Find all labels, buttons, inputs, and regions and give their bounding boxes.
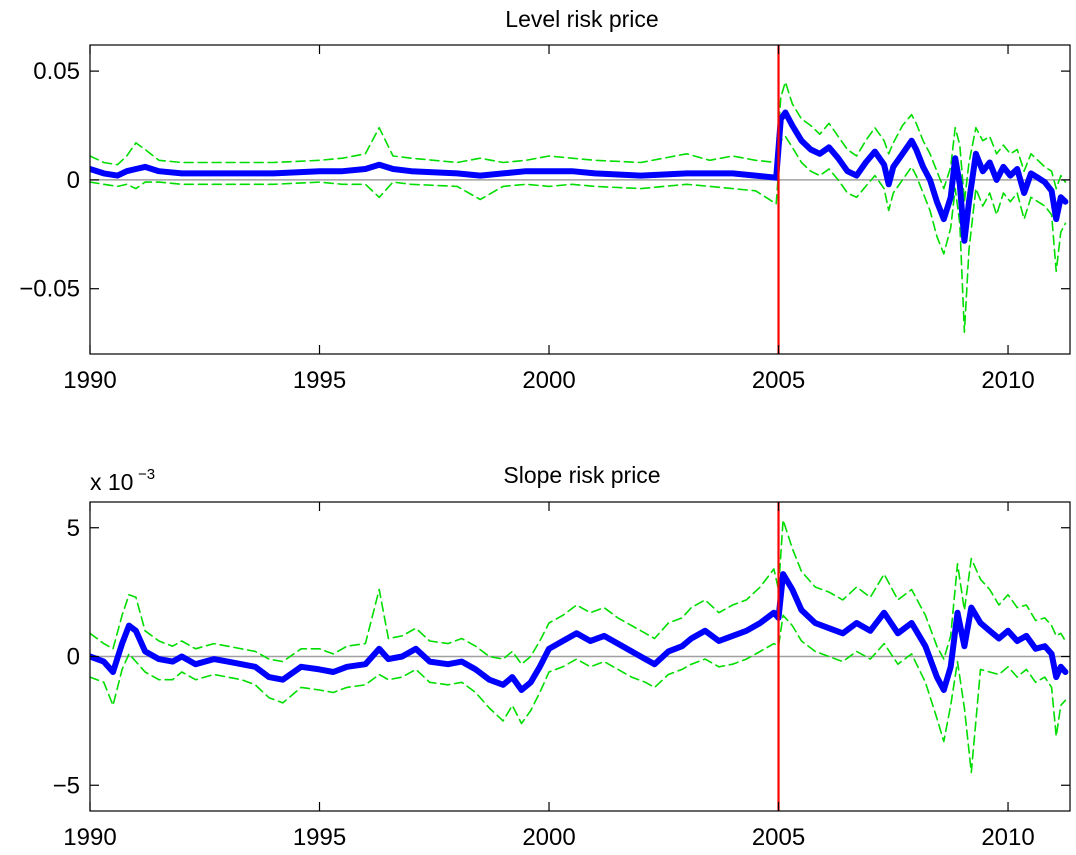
lower-band-line bbox=[90, 135, 1067, 333]
y-scale-exponent: −3 bbox=[138, 466, 155, 483]
y-tick-label: −0.05 bbox=[19, 276, 80, 303]
y-tick-label: 0.05 bbox=[33, 58, 80, 85]
upper-band-line bbox=[90, 519, 1067, 665]
x-tick-label: 1995 bbox=[293, 367, 346, 394]
series-group bbox=[90, 519, 1069, 774]
y-scale-base: x 10 bbox=[90, 469, 133, 495]
x-tick-label: 2005 bbox=[752, 824, 805, 851]
estimate-line bbox=[90, 571, 1069, 693]
y-tick-label: 0 bbox=[67, 167, 80, 194]
upper-band-line bbox=[90, 81, 1067, 203]
x-tick-label: 1990 bbox=[63, 367, 116, 394]
x-tick-label: 1995 bbox=[293, 824, 346, 851]
x-tick-label: 2000 bbox=[522, 367, 575, 394]
y-tick-label: −5 bbox=[53, 772, 80, 799]
y-tick-label: 0 bbox=[67, 644, 80, 671]
x-tick-label: 2005 bbox=[752, 367, 805, 394]
x-tick-label: 2010 bbox=[981, 824, 1034, 851]
plot-area: 1990 1995 2000 2005 2010 −5 0 5 bbox=[53, 501, 1071, 851]
lower-band-line bbox=[90, 614, 1067, 774]
series-group bbox=[90, 81, 1069, 333]
axes-frame bbox=[89, 44, 1071, 355]
estimate-line bbox=[90, 109, 1069, 244]
x-tick-label: 2000 bbox=[522, 824, 575, 851]
slope-risk-price-panel: Slope risk price x 10 −3 1990 1995 2000 200… bbox=[53, 462, 1071, 851]
y-tick-label: 5 bbox=[67, 515, 80, 542]
chart-title: Slope risk price bbox=[503, 462, 660, 488]
plot-area: 1990 1995 2000 2005 2010 −0.05 0 0.05 bbox=[19, 44, 1071, 394]
x-tick-label: 1990 bbox=[63, 824, 116, 851]
x-tick-label: 2010 bbox=[981, 367, 1034, 394]
chart-title: Level risk price bbox=[505, 6, 658, 32]
y-scale-label: x 10 −3 bbox=[90, 466, 155, 495]
level-risk-price-panel: Level risk price 1990 1995 2000 2005 2010 −0.… bbox=[19, 6, 1071, 394]
